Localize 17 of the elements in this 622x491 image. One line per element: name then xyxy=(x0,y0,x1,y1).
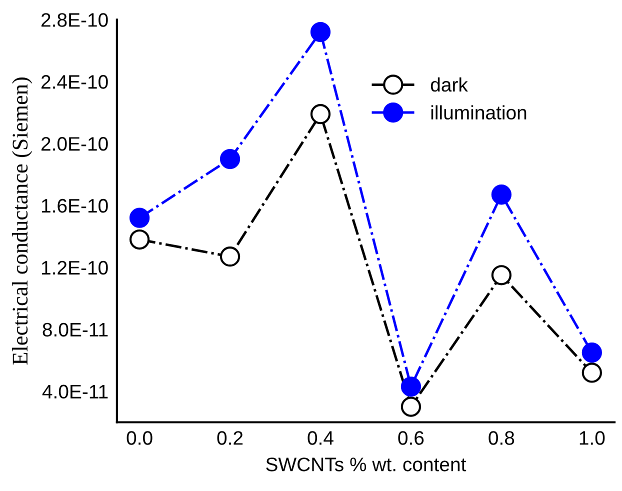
y-tick-label: 1.6E-10 xyxy=(42,198,108,213)
y-axis-title: Electrical conductance (Siemen) xyxy=(12,78,32,365)
y-tick-label: 2.8E-10 xyxy=(41,13,108,27)
y-tick-label: 4.0E-11 xyxy=(42,384,108,399)
x-tick-label: 0.4 xyxy=(308,431,334,445)
legend-label: illumination xyxy=(431,105,526,120)
y-tick-label: 1.2E-10 xyxy=(42,260,108,275)
x-axis-title: SWCNTs % wt. content xyxy=(266,458,466,472)
x-tick-label: 1.0 xyxy=(580,431,605,445)
x-tick-label: 0.8 xyxy=(488,431,514,445)
y-tick-label: 2.4E-10 xyxy=(41,75,108,89)
y-tick-label: 8.0E-11 xyxy=(42,322,108,337)
x-tick-label: 0.6 xyxy=(398,431,424,445)
legend-label: dark xyxy=(430,77,468,92)
x-tick-label: 0.2 xyxy=(217,431,243,445)
x-tick-label: 0.0 xyxy=(126,431,152,445)
y-tick-label: 2.0E-10 xyxy=(41,136,108,151)
